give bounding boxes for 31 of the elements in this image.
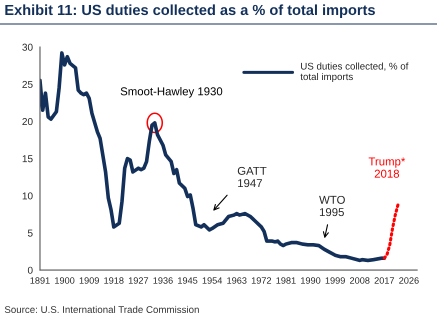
x-tick-label: 1981 [276, 277, 296, 284]
y-tick-label: 15 [22, 155, 33, 162]
line-series [382, 203, 400, 260]
x-tick-label: 1990 [301, 277, 320, 284]
x-tick-label: 1936 [153, 277, 173, 284]
x-tick-label: 1963 [227, 277, 247, 284]
x-tick-label: 1999 [326, 277, 345, 284]
x-tick-label: 1945 [178, 277, 198, 284]
y-tick-label: 0 [28, 266, 33, 274]
x-tick-label: 1918 [104, 277, 124, 284]
text: US duties collected, % of total imports [300, 62, 408, 82]
annotation: Trump* 2018 [368, 158, 406, 178]
y-tick-label: 25 [22, 80, 33, 88]
source-note: Source: U.S. International Trade Commission [4, 306, 199, 314]
annotation: WTO 1995 [319, 196, 345, 216]
annotation: GATT 1947 [238, 166, 266, 188]
x-tick-label: 2017 [374, 277, 394, 284]
x-tick-label: 1909 [80, 277, 99, 284]
y-tick-label: 30 [22, 44, 33, 51]
y-tick-label: 20 [22, 118, 33, 126]
x-tick-label: 1954 [202, 277, 222, 284]
x-tick-label: 1891 [30, 277, 50, 284]
annotation: Smoot-Hawley 1930 [120, 87, 222, 98]
x-tick-label: 2026 [399, 277, 419, 284]
chart-title: Exhibit 11: US duties collected as a % of total imports [5, 4, 375, 18]
x-tick-label: 1927 [128, 277, 148, 284]
y-tick-label: 5 [28, 230, 33, 237]
x-tick-label: 1900 [55, 277, 74, 284]
y-tick-label: 10 [22, 192, 33, 200]
x-tick-label: 1972 [252, 277, 272, 284]
x-tick-label: 2008 [350, 277, 370, 284]
